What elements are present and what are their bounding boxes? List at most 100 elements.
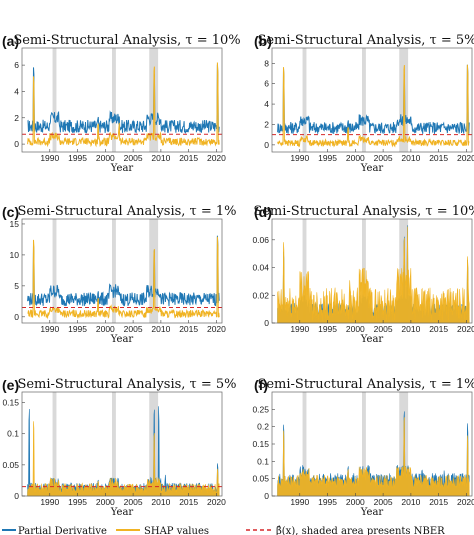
y-tick-label: 0.1 [257,456,269,466]
x-tick-label: 2000 [346,324,365,334]
series-shap-values [277,226,470,324]
panel-3: (c)Semi-Structural Analysis, τ = 1% 0 5 10 1… [2,204,237,345]
y-tick-label: 0.2 [257,422,269,432]
axes-frame [21,391,223,497]
series-partial-derivative [27,235,220,307]
nber-shade [362,392,366,496]
x-tick-label: 2005 [374,497,393,507]
y-tick-label: 0.15 [252,439,269,449]
panel-title: Semi-Structural Analysis, τ = 10% [253,204,474,219]
y-tick-label: 0.05 [252,474,269,484]
panel-label: (e) [2,377,19,393]
x-axis-label: Year [360,334,384,345]
x-tick-label: 1995 [318,324,337,334]
panel-label: (a) [2,33,19,49]
series-shap-values [27,421,220,497]
x-tick-label: 2005 [374,153,393,163]
x-tick-label: 2010 [401,153,420,163]
y-tick-label: 0 [14,312,19,322]
y-tick-label: 0 [14,139,19,149]
y-tick-label: 0 [264,140,269,150]
y-tick-label: 6 [14,60,19,70]
panel-title: Semi-Structural Analysis, τ = 5% [257,33,474,48]
y-tick-label: 10 [10,250,20,260]
panel-label: (d) [254,204,272,220]
x-tick-label: 1995 [68,153,87,163]
legend: Partial Derivative SHAP values β̂(x), sh… [2,526,445,535]
series-shap-values [27,236,220,320]
nber-shade [302,219,307,323]
nber-shade [362,219,366,323]
nber-shade [52,219,57,323]
nber-shade [52,48,57,152]
x-axis-label: Year [360,507,384,518]
panel-label: (f) [254,377,268,393]
x-tick-label: 2005 [124,497,143,507]
y-tick-label: 0 [264,318,269,328]
x-tick-label: 2015 [429,497,448,507]
x-tick-label: 2005 [124,153,143,163]
y-tick-label: 0 [264,491,269,501]
panel-title: Semi-Structural Analysis, τ = 10% [13,33,240,48]
y-tick-label: 0.25 [252,404,269,414]
x-tick-label: 1995 [318,497,337,507]
series-shap-values [27,62,220,148]
panel-label: (c) [2,204,19,220]
axes-frame [21,47,223,153]
x-axis-label: Year [110,507,134,518]
x-tick-label: 2020 [457,497,474,507]
x-tick-label: 2010 [401,497,420,507]
x-tick-label: 1990 [290,324,309,334]
panel-1: (a)Semi-Structural Analysis, τ = 10% 0 2 4 6… [2,33,241,174]
y-tick-label: 0 [14,491,19,501]
axes-frame [21,218,223,324]
x-tick-label: 2010 [151,324,170,334]
x-tick-label: 2020 [457,324,474,334]
x-tick-label: 2020 [207,324,226,334]
nber-shade [112,219,116,323]
x-axis-label: Year [360,163,384,174]
y-tick-label: 5 [14,281,19,291]
panel-title: Semi-Structural Analysis, τ = 1% [17,204,236,219]
x-tick-label: 2010 [151,497,170,507]
x-tick-label: 1995 [68,497,87,507]
x-axis-label: Year [110,163,134,174]
y-tick-label: 8 [264,58,269,68]
x-tick-label: 1990 [40,324,59,334]
panel-2: (b)Semi-Structural Analysis, τ = 5% 0 2 4 6 8… [254,33,474,174]
x-tick-label: 2000 [96,153,115,163]
x-tick-label: 2020 [207,153,226,163]
x-tick-label: 2000 [96,324,115,334]
x-tick-label: 2000 [346,497,365,507]
y-tick-label: 0.05 [2,460,19,470]
y-tick-label: 4 [264,99,269,109]
x-tick-label: 2020 [207,497,226,507]
y-tick-label: 0.04 [252,263,269,273]
panel-label: (b) [254,33,272,49]
x-tick-label: 1995 [68,324,87,334]
y-tick-label: 0.06 [252,235,269,245]
x-tick-label: 2010 [401,324,420,334]
nber-shade [302,48,307,152]
y-tick-label: 0.02 [252,290,269,300]
x-tick-label: 2000 [346,153,365,163]
x-tick-label: 2015 [179,324,198,334]
x-tick-label: 2005 [124,324,143,334]
x-tick-label: 1990 [290,153,309,163]
y-tick-label: 2 [264,119,269,129]
nber-shade [302,392,307,496]
x-tick-label: 2005 [374,324,393,334]
x-tick-label: 2015 [429,324,448,334]
series-partial-derivative [277,64,470,135]
legend-shap-label: SHAP values [144,526,209,535]
x-tick-label: 2010 [151,153,170,163]
x-tick-label: 2015 [179,497,198,507]
nber-shade [52,392,57,496]
panel-title: Semi-Structural Analysis, τ = 1% [257,377,474,392]
panel-title: Semi-Structural Analysis, τ = 5% [17,377,236,392]
y-tick-label: 4 [14,86,19,96]
x-tick-label: 2015 [179,153,198,163]
legend-beta-label: β̂(x), shaded area presents NBER [276,526,445,535]
series-shap-values [277,417,470,497]
legend-partial-label: Partial Derivative [18,526,107,535]
